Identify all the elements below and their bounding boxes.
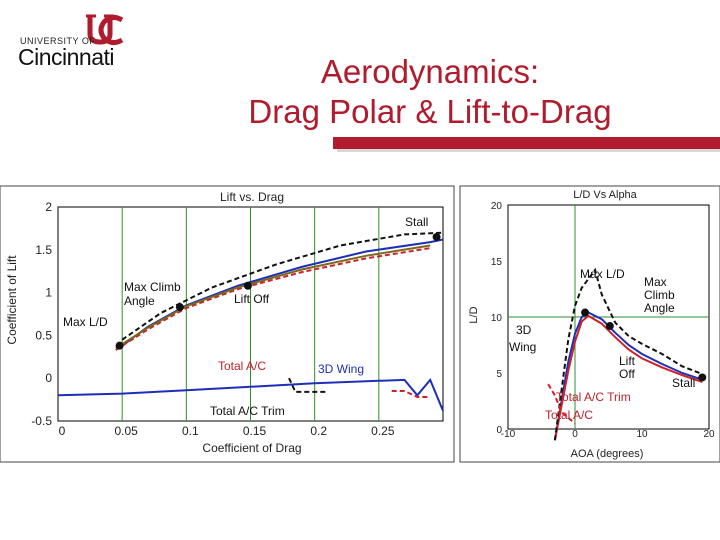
left-marker-point [175, 303, 184, 312]
ld-alpha-xlabel: AOA (degrees) [571, 448, 644, 460]
annotation-stall: Stall [405, 215, 428, 229]
right-series-1-line [553, 314, 703, 441]
left-series-1-line [115, 247, 431, 351]
right-x-tick-label: 0 [572, 429, 578, 440]
annotation-total-ac-trim: Total A/C Trim [210, 404, 285, 418]
right-marker-point [605, 321, 614, 330]
title-accent-bar [333, 137, 720, 149]
left-marker-point [432, 232, 441, 241]
annotation-right-total-ac-trim: Total A/C Trim [556, 390, 631, 404]
left-series-2-line [121, 231, 444, 341]
left-y-tick-label: 0 [45, 371, 52, 385]
left-x-tick-label: 0.25 [371, 424, 395, 438]
annotation-right-max-ld: Max L/D [580, 267, 625, 281]
left-y-tick-label: 2 [45, 200, 52, 214]
slide-title-line-2: Drag Polar & Lift-to-Drag [248, 93, 612, 130]
left-y-tick-label: 0.5 [35, 328, 52, 342]
charts-area: 0 0.05 0.1 0.15 0.2 0.25 2 1.5 1 0.5 0 -0.5 Lift vs… [0, 185, 720, 463]
uc-monogram-icon [86, 14, 124, 46]
annotation-total-ac: Total A/C [218, 359, 266, 373]
ld-alpha-frame [459, 185, 720, 463]
right-marker-point [698, 373, 707, 382]
annotation-lift-off: Lift Off [234, 292, 270, 306]
left-y-tick-label: -0.5 [31, 414, 52, 428]
left-y-tick-label: 1 [45, 286, 52, 300]
annotation-right-total-ac: Total A/C [545, 408, 593, 422]
right-x-tick-label: -10 [501, 429, 516, 440]
lift-drag-xlabel: Coefficient of Drag [202, 441, 301, 455]
left-series-5-line [288, 377, 328, 393]
annotation-max-climb-line-2: Angle [124, 294, 155, 308]
left-series-6-line [391, 390, 431, 398]
left-x-tick-label: 0.2 [310, 424, 327, 438]
left-x-tick-label: 0 [59, 424, 66, 438]
right-y-tick-label: 15 [491, 257, 503, 268]
left-marker-point [115, 341, 124, 350]
right-y-tick-label: 5 [496, 369, 502, 380]
left-x-tick-label: 0.15 [243, 424, 267, 438]
annotation-right-3d-wing-line-1: 3D [516, 323, 532, 337]
annotation-max-climb-line-1: Max Climb [124, 280, 181, 294]
ld-alpha-title: L/D Vs Alpha [573, 189, 637, 201]
annotation-right-max-climb-line-1: Max [644, 275, 667, 289]
left-y-tick-label: 1.5 [35, 243, 52, 257]
lift-drag-ylabel: Coefficient of Lift [5, 255, 19, 345]
left-x-tick-label: 0.1 [182, 424, 199, 438]
annotation-3d-wing: 3D Wing [318, 362, 364, 376]
slide-title-line-1: Aerodynamics: [320, 53, 540, 90]
logo-cincinnati-text: Cincinnati [18, 44, 115, 70]
right-y-tick-label: 20 [491, 201, 503, 212]
right-series-2-line [553, 267, 703, 441]
right-marker-point [581, 308, 590, 317]
annotation-right-3d-wing-line-2: Wing [509, 340, 536, 354]
university-logo: UNIVERSITY OF Cincinnati [18, 10, 143, 72]
left-series-4-line [57, 377, 444, 412]
left-x-tick-label: 0.05 [114, 424, 138, 438]
annotation-right-max-climb-line-3: Angle [644, 301, 675, 315]
lift-drag-title: Lift vs. Drag [220, 190, 284, 204]
title-accent-shadow [337, 149, 720, 152]
logo-university-text: UNIVERSITY OF [20, 36, 96, 46]
left-marker-point [243, 281, 252, 290]
annotation-right-lift-off-line-1: Lift [619, 354, 636, 368]
annotation-max-ld: Max L/D [63, 315, 108, 329]
annotation-right-stall: Stall [672, 376, 695, 390]
right-y-tick-label: 0 [496, 425, 502, 436]
right-x-tick-label: 10 [636, 429, 648, 440]
left-series-3-line [115, 244, 431, 350]
ld-alpha-ylabel: L/D [468, 306, 480, 323]
annotation-right-max-climb-line-2: Climb [644, 288, 675, 302]
right-y-tick-label: 10 [491, 313, 503, 324]
annotation-right-lift-off-line-2: Off [619, 367, 635, 381]
right-x-tick-label: 20 [703, 429, 715, 440]
